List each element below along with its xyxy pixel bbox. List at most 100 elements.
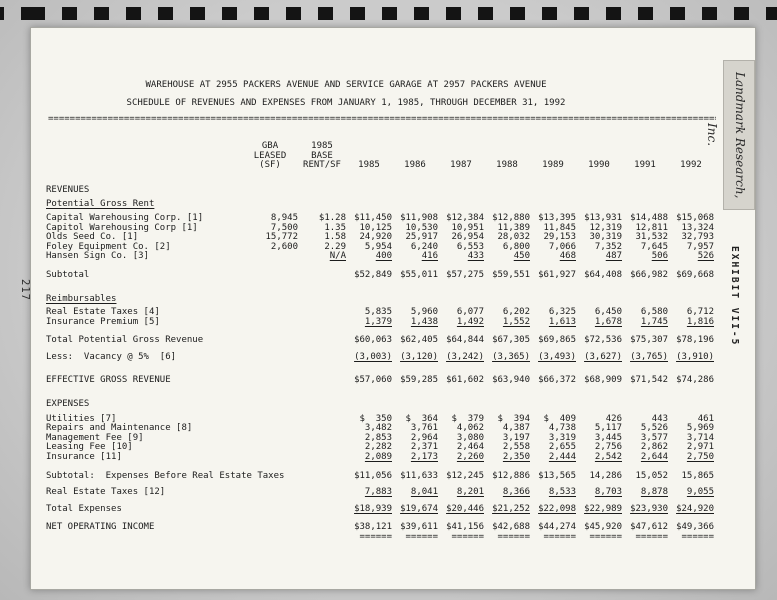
table-row: Insurance Premium [5] 1,379 1,438 1,492 1,55… xyxy=(46,316,755,328)
cell-year-1985: ====== xyxy=(359,532,392,543)
cell-year-1992: 6,712 xyxy=(686,307,714,318)
cell-year-1985: 2,853 xyxy=(364,432,392,443)
cell-year-1990: $45,920 xyxy=(584,522,622,533)
cell-year-1986: 6,240 xyxy=(410,241,438,252)
cell-year-1992: 5,969 xyxy=(686,423,714,434)
cell-year-1987: $61,602 xyxy=(446,374,484,385)
cell-base-rent xyxy=(298,318,346,328)
cell-year-1990: 487 xyxy=(605,251,622,262)
cell-base-rent xyxy=(298,434,346,444)
cell-gba xyxy=(242,434,298,444)
row-label: EXPENSES xyxy=(46,399,90,410)
cell-year-1985: $57,060 xyxy=(354,374,392,385)
cell-year-1989: 3,319 xyxy=(548,432,576,443)
cell-gba xyxy=(242,453,298,463)
table-row: Subtotal: Expenses Before Real Estate Ta… xyxy=(46,470,755,482)
col-header-year: 1986 xyxy=(404,160,426,171)
cell-year-1986: 10,530 xyxy=(405,222,438,233)
cell-year-1991: 3,577 xyxy=(640,432,668,443)
cell-year-1985: 2,089 xyxy=(364,452,392,463)
cell-gba: 7,500 xyxy=(270,222,298,233)
equals-divider: ========================================… xyxy=(48,114,716,124)
cell-gba xyxy=(242,523,298,533)
cell-year-1985: $52,849 xyxy=(354,269,392,280)
cell-base-rent xyxy=(298,472,346,482)
cell-base-rent: 1.58 xyxy=(324,232,346,243)
table-row: Repairs and Maintenance [8] 3,482 3,761 4,0… xyxy=(46,424,755,434)
cell-base-rent xyxy=(298,424,346,434)
cell-year-1988: $ 394 xyxy=(497,413,530,424)
cell-year-1985: $38,121 xyxy=(354,522,392,533)
row-label: Insurance Premium [5] xyxy=(46,316,160,327)
cell-year-1992: $74,286 xyxy=(676,374,714,385)
cell-year-1988: 4,387 xyxy=(502,423,530,434)
cell-year-1990: 3,445 xyxy=(594,432,622,443)
cell-year-1988: 450 xyxy=(513,251,530,262)
cell-year-1986: $62,405 xyxy=(400,335,438,346)
table-row: Reimbursables xyxy=(46,294,755,305)
col-header-year: 1991 xyxy=(634,160,656,171)
cell-gba xyxy=(242,488,298,498)
cell-year-1992: 2,971 xyxy=(686,442,714,453)
cell-year-1990: $72,536 xyxy=(584,335,622,346)
cell-year-1987: $64,844 xyxy=(446,335,484,346)
table-row: Leasing Fee [10] 2,282 2,371 2,464 2,558 2,65… xyxy=(46,443,755,453)
cell-year-1987: $12,245 xyxy=(446,470,484,481)
cell-year-1991: 6,580 xyxy=(640,307,668,318)
cell-year-1988: (3,365) xyxy=(492,351,530,362)
cell-year-1985: 3,482 xyxy=(364,423,392,434)
cell-year-1985: $60,063 xyxy=(354,335,392,346)
cell-year-1991: 15,052 xyxy=(635,470,668,481)
cell-year-1989: 11,845 xyxy=(543,222,576,233)
row-label: Olds Seed Co. [1] xyxy=(46,232,139,243)
col-header-gba-leased-sf: GBA LEASED (SF) xyxy=(253,141,287,171)
cell-year-1986: 5,960 xyxy=(410,307,438,318)
table-row: EFFECTIVE GROSS REVENUE $57,060 $59,285 $61… xyxy=(46,374,755,386)
row-label: Potential Gross Rent xyxy=(46,199,155,210)
cell-year-1986: 2,371 xyxy=(410,442,438,453)
row-label: Insurance [11] xyxy=(46,452,122,463)
cell-year-1992: $78,196 xyxy=(676,335,714,346)
cell-year-1992: ====== xyxy=(681,532,714,543)
cell-base-rent xyxy=(298,523,346,533)
cell-year-1985: $ 350 xyxy=(359,413,392,424)
cell-year-1986: 1,438 xyxy=(410,316,438,327)
cell-base-rent xyxy=(298,308,346,318)
cell-year-1989: 468 xyxy=(559,251,576,262)
cell-year-1992: 2,750 xyxy=(686,452,714,463)
cell-year-1985: 5,835 xyxy=(364,307,392,318)
cell-base-rent xyxy=(298,488,346,498)
table-row: Olds Seed Co. [1] 15,772 1.58 24,920 25,917 2… xyxy=(46,233,755,243)
cell-gba xyxy=(242,443,298,453)
cell-gba xyxy=(242,271,298,281)
row-label: Hansen Sign Co. [3] xyxy=(46,251,149,262)
cell-year-1987: ====== xyxy=(451,532,484,543)
row-label: Capitol Warehousing Corp [1] xyxy=(46,222,198,233)
cell-year-1989: $22,098 xyxy=(538,503,576,514)
cell-base-rent: $1.28 xyxy=(318,212,346,223)
cell-base-rent xyxy=(298,415,346,425)
cell-base-rent xyxy=(298,353,346,363)
cell-year-1991: 443 xyxy=(651,413,668,424)
cell-year-1990: 30,319 xyxy=(589,232,622,243)
cell-year-1986: (3,120) xyxy=(400,351,438,362)
cell-gba xyxy=(242,424,298,434)
col-header-year: 1988 xyxy=(496,160,518,171)
cell-year-1991: 8,878 xyxy=(640,487,668,498)
cell-base-rent xyxy=(298,376,346,386)
cell-year-1991: (3,765) xyxy=(630,351,668,362)
cell-year-1990: 2,756 xyxy=(594,442,622,453)
cell-year-1989: $61,927 xyxy=(538,269,576,280)
cell-year-1992: 15,865 xyxy=(681,470,714,481)
cell-year-1990: 5,117 xyxy=(594,423,622,434)
cell-year-1991: $75,307 xyxy=(630,335,668,346)
row-label: Real Estate Taxes [4] xyxy=(46,307,160,318)
cell-year-1985: 10,125 xyxy=(359,222,392,233)
cell-year-1986: 2,173 xyxy=(410,452,438,463)
cell-gba xyxy=(242,252,298,262)
table-row: Hansen Sign Co. [3] N/A 400 416 433 450 468 487… xyxy=(46,252,755,262)
cell-year-1992: 9,055 xyxy=(686,487,714,498)
table-row: Total Potential Gross Revenue $60,063 $62,… xyxy=(46,336,755,346)
cell-gba: 8,945 xyxy=(270,212,298,223)
